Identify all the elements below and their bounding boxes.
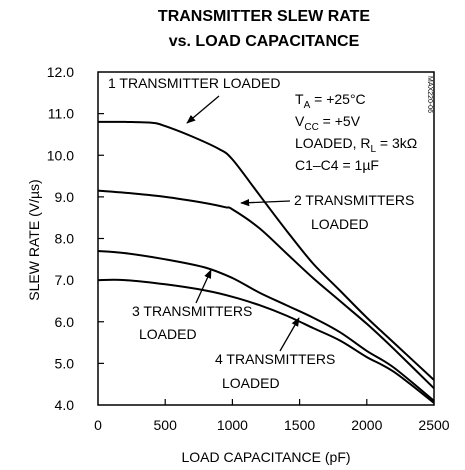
arrow-3-transmitters xyxy=(195,269,212,304)
label-4-transmitters-line2: LOADED xyxy=(222,375,280,391)
y-tick-label: 12.0 xyxy=(47,64,74,80)
series-group xyxy=(97,120,435,404)
cond-supply-voltage: VCC = +5V xyxy=(295,113,361,133)
y-tick-label: 4.0 xyxy=(55,397,75,413)
x-tick-label: 1500 xyxy=(284,417,315,433)
cond-temperature: TA = +25°C xyxy=(295,91,366,111)
y-tick-label: 10.0 xyxy=(47,147,74,163)
x-tick-label: 2500 xyxy=(418,417,449,433)
x-axis-label: LOAD CAPACITANCE (pF) xyxy=(181,449,350,465)
arrow-1-transmitter xyxy=(186,95,220,124)
x-tick-label: 0 xyxy=(94,417,102,433)
label-4-transmitters-line1: 4 TRANSMITTERS xyxy=(215,351,335,367)
series-line-4 xyxy=(97,278,435,404)
y-tick-label: 11.0 xyxy=(48,106,74,122)
chart-title-line2: vs. LOAD CAPACITANCE xyxy=(169,33,360,50)
label-3-transmitters-line2: LOADED xyxy=(139,326,197,342)
label-2-transmitters-line1: 2 TRANSMITTERS xyxy=(294,192,414,208)
cond-load-resistance: LOADED, RL = 3kΩ xyxy=(295,135,417,155)
x-tick-label: 1000 xyxy=(217,417,248,433)
label-3-transmitters-line1: 3 TRANSMITTERS xyxy=(132,303,252,319)
y-tick-label: 5.0 xyxy=(55,355,75,371)
series-line-3 xyxy=(97,250,435,402)
label-2-transmitters-line2: LOADED xyxy=(311,216,369,232)
x-tick-label: 500 xyxy=(154,417,178,433)
y-tick-label: 7.0 xyxy=(55,272,75,288)
label-1-transmitter: 1 TRANSMITTER LOADED xyxy=(108,75,280,91)
arrow-4-transmitters xyxy=(279,317,300,352)
y-tick-label: 9.0 xyxy=(55,189,75,205)
chart-title-line1: TRANSMITTER SLEW RATE xyxy=(158,8,370,25)
cond-capacitors: C1–C4 = 1µF xyxy=(295,157,379,173)
y-tick-label: 8.0 xyxy=(55,231,75,247)
x-tick-label: 2000 xyxy=(351,417,382,433)
y-ticks: 4.0 5.0 6.0 7.0 8.0 9.0 10.0 11.0 12.0 xyxy=(47,64,104,413)
series-line-2 xyxy=(97,189,435,390)
x-ticks: 0 500 1000 1500 2000 2500 xyxy=(94,399,450,433)
series-line-1 xyxy=(97,120,435,381)
part-code: MAX220-06 xyxy=(426,76,433,113)
y-axis-label: SLEW RATE (V/µs) xyxy=(26,179,42,300)
y-tick-label: 6.0 xyxy=(55,314,75,330)
arrow-2-transmitters xyxy=(240,199,291,207)
